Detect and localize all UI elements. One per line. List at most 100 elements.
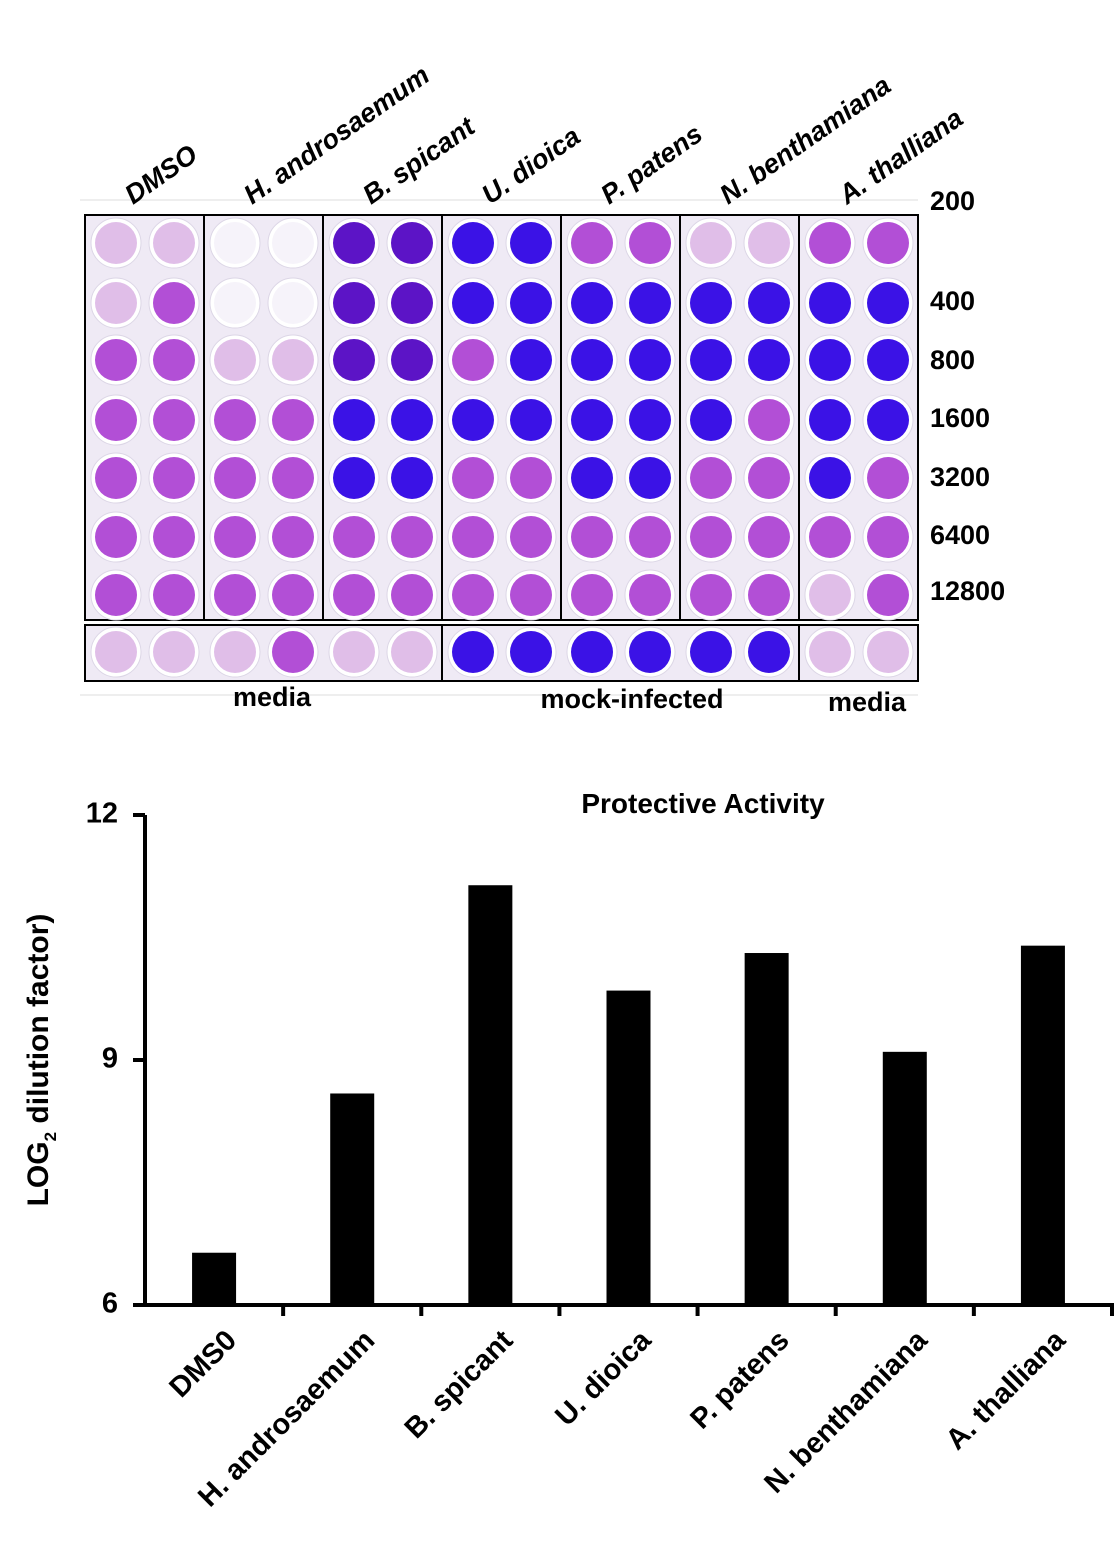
well: [333, 516, 375, 558]
well: [690, 574, 732, 616]
well: [95, 339, 137, 381]
well: [214, 574, 256, 616]
y-label-subscript: 2: [41, 1132, 60, 1141]
well: [867, 222, 909, 264]
well: [452, 631, 494, 673]
column-label: DMSO: [119, 139, 203, 210]
well: [214, 631, 256, 673]
well: [214, 516, 256, 558]
well: [391, 399, 433, 441]
well: [571, 282, 613, 324]
well: [690, 457, 732, 499]
well: [629, 631, 671, 673]
well: [571, 574, 613, 616]
well: [391, 222, 433, 264]
well: [452, 457, 494, 499]
well: [452, 399, 494, 441]
well: [95, 222, 137, 264]
well: [690, 631, 732, 673]
well: [333, 399, 375, 441]
well: [690, 222, 732, 264]
x-tick-label: DMS0: [163, 1324, 243, 1404]
well: [510, 222, 552, 264]
well: [867, 516, 909, 558]
well: [272, 631, 314, 673]
well: [510, 516, 552, 558]
well: [333, 631, 375, 673]
well: [809, 631, 851, 673]
well: [272, 282, 314, 324]
column-label: P. patens: [595, 118, 708, 209]
well: [690, 282, 732, 324]
well: [571, 457, 613, 499]
well: [690, 516, 732, 558]
well: [867, 282, 909, 324]
well: [153, 516, 195, 558]
bar: [1020, 945, 1065, 1305]
well: [391, 457, 433, 499]
well: [748, 457, 790, 499]
column-label: U. dioica: [476, 121, 585, 210]
well: [452, 339, 494, 381]
well: [452, 222, 494, 264]
well: [214, 222, 256, 264]
well: [510, 631, 552, 673]
y-label-rest: dilution factor): [22, 914, 55, 1132]
well: [153, 574, 195, 616]
well: [867, 631, 909, 673]
well: [391, 339, 433, 381]
well: [272, 574, 314, 616]
row-label: 800: [930, 345, 975, 375]
bar: [882, 1051, 927, 1305]
well: [272, 457, 314, 499]
well: [510, 282, 552, 324]
well: [571, 631, 613, 673]
well: [452, 516, 494, 558]
well: [867, 399, 909, 441]
x-tick-label: A. thalliana: [940, 1324, 1073, 1457]
bar: [192, 1252, 237, 1305]
well: [809, 222, 851, 264]
y-tick-label: 6: [102, 1288, 118, 1320]
well: [214, 339, 256, 381]
well: [452, 574, 494, 616]
well: [510, 457, 552, 499]
y-tick-label: 12: [86, 798, 118, 830]
well: [333, 282, 375, 324]
well: [748, 574, 790, 616]
well: [510, 339, 552, 381]
well: [333, 574, 375, 616]
well: [391, 282, 433, 324]
well: [748, 516, 790, 558]
y-axis-label: LOG2 dilution factor): [22, 914, 60, 1207]
well: [391, 516, 433, 558]
row-label: 6400: [930, 520, 990, 550]
well: [153, 457, 195, 499]
well: [153, 631, 195, 673]
well: [571, 339, 613, 381]
well: [809, 399, 851, 441]
well: [95, 516, 137, 558]
x-tick-label: P. patens: [684, 1324, 795, 1435]
row-label: 200: [930, 186, 975, 216]
well: [690, 339, 732, 381]
well: [272, 399, 314, 441]
well: [153, 399, 195, 441]
well: [748, 339, 790, 381]
well: [95, 574, 137, 616]
well: [629, 399, 671, 441]
row-label: 3200: [930, 462, 990, 492]
well: [510, 574, 552, 616]
well: [748, 631, 790, 673]
bar: [606, 990, 651, 1305]
well: [629, 222, 671, 264]
y-label-text: LOG: [22, 1141, 55, 1206]
well: [95, 457, 137, 499]
bottom-label: media: [233, 682, 312, 712]
well: [809, 574, 851, 616]
well: [391, 631, 433, 673]
bar: [744, 953, 789, 1305]
well: [809, 282, 851, 324]
well: [153, 339, 195, 381]
